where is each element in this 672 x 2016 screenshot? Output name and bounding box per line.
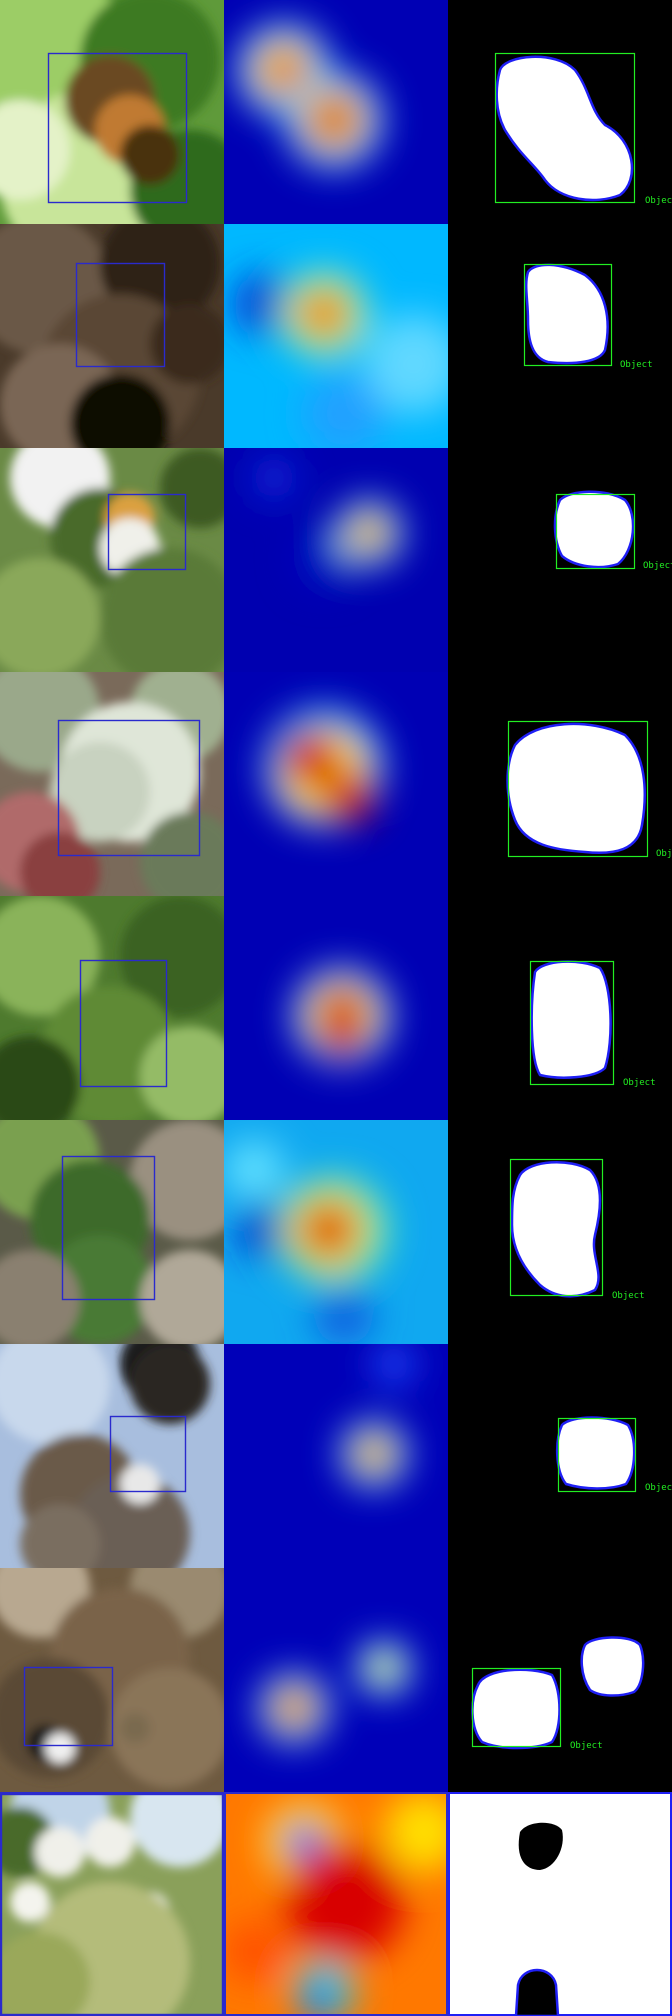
mask-box	[507, 720, 649, 858]
attention-heatmap	[224, 0, 448, 224]
predicted-box	[57, 719, 201, 857]
mask-shape	[495, 55, 634, 202]
mask-hole-bottom	[514, 1968, 560, 2016]
mask-shape-secondary	[580, 1636, 645, 1697]
mask-box-label: Object	[645, 196, 672, 206]
mask-box	[509, 1158, 604, 1297]
attention-heatmap	[224, 1120, 448, 1344]
heatmap-frame	[0, 1792, 224, 2016]
input-photo	[0, 896, 224, 1120]
mask-box-label: Object	[656, 849, 672, 859]
result-row: Object	[0, 896, 672, 1120]
mask-box-label: Object	[570, 1741, 603, 1751]
mask-shape-full	[448, 1792, 672, 2016]
input-photo	[0, 1568, 224, 1792]
result-row: Object	[0, 1344, 672, 1568]
predicted-box	[23, 1666, 114, 1747]
mask-box	[523, 263, 613, 367]
input-photo	[0, 448, 224, 672]
input-photo	[0, 0, 224, 224]
result-row: Object	[0, 672, 672, 896]
predicted-box	[61, 1155, 156, 1301]
result-row: Object	[0, 224, 672, 448]
mask-box-label: Object	[612, 1291, 645, 1301]
attention-heatmap	[224, 224, 448, 448]
heatmap-frame	[224, 1792, 448, 2016]
predicted-box	[109, 1415, 187, 1493]
attention-heatmap	[224, 1344, 448, 1568]
mask-shape	[524, 263, 609, 365]
predicted-box	[75, 262, 166, 368]
mask-box	[471, 1667, 562, 1748]
mask-box	[529, 960, 615, 1086]
mask-background	[448, 448, 672, 672]
attention-heatmap	[224, 1792, 448, 2016]
mask-box-label: Object	[643, 561, 672, 571]
attention-heatmap	[224, 1568, 448, 1792]
predicted-box	[107, 493, 187, 571]
mask-box-label: Object	[645, 1483, 672, 1493]
mask-hole-top	[518, 1822, 563, 1870]
mask-shape	[506, 722, 647, 854]
mask-box-label: Object	[620, 360, 653, 370]
attention-heatmap	[224, 896, 448, 1120]
mask-shape	[530, 960, 612, 1079]
input-photo	[0, 672, 224, 896]
input-photo	[0, 224, 224, 448]
mask-box-label: Object	[623, 1078, 656, 1088]
attention-heatmap	[224, 448, 448, 672]
mask-shape	[553, 490, 635, 569]
result-row: Object	[0, 0, 672, 224]
result-row: Object	[0, 448, 672, 672]
input-photo	[0, 1344, 224, 1568]
mask-box	[494, 52, 636, 204]
mask-box	[557, 1417, 637, 1493]
result-row: Object	[0, 1568, 672, 1792]
mask-shape	[510, 1161, 602, 1298]
predicted-box	[47, 52, 188, 204]
input-photo	[0, 1120, 224, 1344]
mask-shape	[471, 1668, 561, 1750]
predicted-box	[79, 959, 168, 1088]
result-row: Object	[0, 1120, 672, 1344]
input-photo	[0, 1792, 224, 2016]
attention-heatmap	[224, 672, 448, 896]
mask-box	[555, 493, 636, 570]
mask-shape	[555, 1416, 636, 1490]
